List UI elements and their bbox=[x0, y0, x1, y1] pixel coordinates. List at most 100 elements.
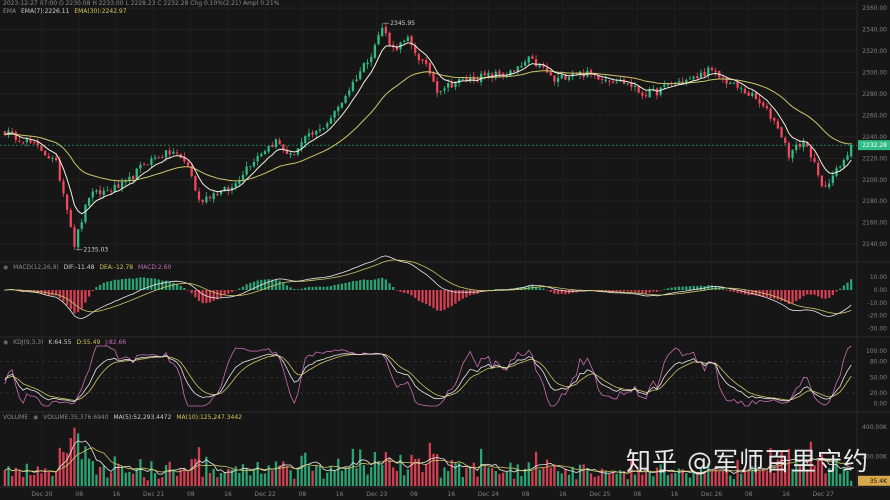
candle-body bbox=[43, 150, 47, 156]
volume-bar bbox=[637, 469, 640, 486]
macd-bar bbox=[692, 285, 695, 290]
macd-bar bbox=[25, 290, 28, 292]
volume-bar bbox=[751, 466, 754, 486]
macd-bar bbox=[388, 283, 391, 290]
kdj-tick-label: 0.00 bbox=[874, 400, 888, 407]
volume-bar bbox=[139, 459, 142, 486]
macd-bar bbox=[252, 281, 256, 290]
macd-bar bbox=[487, 289, 490, 291]
macd-bar bbox=[186, 290, 190, 291]
macd-bar bbox=[307, 286, 311, 290]
volume-bar bbox=[252, 468, 256, 486]
volume-bar bbox=[40, 473, 43, 486]
price-tick-label: 2200.00 bbox=[862, 177, 887, 184]
candle-body bbox=[842, 160, 845, 167]
macd-bar bbox=[498, 288, 501, 290]
volume-bar bbox=[655, 467, 659, 486]
macd-bar bbox=[153, 278, 157, 290]
volume-bar bbox=[674, 473, 677, 486]
candle-body bbox=[567, 76, 571, 80]
macd-bar bbox=[278, 280, 281, 290]
eye-icon[interactable]: ◉ bbox=[33, 414, 39, 421]
macd-bar bbox=[758, 290, 761, 297]
high-annotation: 2345.95 bbox=[390, 20, 415, 27]
candle-body bbox=[556, 77, 560, 83]
candle-body bbox=[850, 145, 853, 157]
volume-bar bbox=[340, 470, 344, 486]
volume-bar bbox=[326, 472, 329, 486]
volume-bar bbox=[410, 454, 413, 486]
volume-bar bbox=[362, 465, 366, 486]
macd-bar bbox=[124, 278, 127, 290]
ema-label: EMA bbox=[3, 8, 17, 15]
volume-bar bbox=[161, 477, 164, 486]
candle-body bbox=[644, 95, 648, 97]
macd-bar bbox=[146, 278, 149, 290]
volume-bar bbox=[183, 467, 186, 486]
volume-bar bbox=[648, 470, 651, 486]
candle-body bbox=[732, 82, 736, 84]
volume-bar bbox=[465, 467, 468, 486]
candle-body bbox=[351, 81, 355, 91]
candle-body bbox=[366, 62, 369, 65]
volume-bar bbox=[498, 474, 501, 486]
macd-bar bbox=[348, 282, 351, 290]
macd-bar bbox=[681, 286, 684, 290]
macd-tick-label: -10.00 bbox=[868, 300, 888, 307]
volume-bar bbox=[392, 467, 395, 486]
kdj-legend: ◉ KDJ(9,3,3) K:64.55 D:55.49 J:82.66 bbox=[3, 339, 129, 347]
volume-bar bbox=[443, 467, 446, 486]
macd-bar bbox=[51, 290, 54, 296]
candle-body bbox=[252, 162, 256, 167]
ema30-line bbox=[4, 70, 852, 182]
candle-body bbox=[355, 79, 358, 82]
volume-bar bbox=[754, 468, 758, 486]
time-tick-label: 16 bbox=[671, 491, 679, 498]
volume-bar bbox=[14, 467, 17, 486]
volume-bar bbox=[3, 470, 6, 486]
kdj-tick-label: 80.00 bbox=[870, 359, 887, 366]
macd-bar bbox=[285, 285, 289, 290]
candle-body bbox=[164, 150, 168, 158]
j-value: J:82.66 bbox=[105, 339, 127, 346]
candle-body bbox=[809, 146, 813, 158]
candle-body bbox=[183, 156, 186, 162]
candle-body bbox=[22, 142, 25, 144]
macd-bar bbox=[674, 287, 677, 290]
volume-bar bbox=[593, 476, 596, 486]
volume-bar bbox=[571, 466, 574, 486]
candle-body bbox=[410, 36, 413, 45]
macd-bar bbox=[351, 281, 355, 290]
candle-body bbox=[806, 141, 809, 147]
volume-bar bbox=[428, 442, 431, 486]
candle-body bbox=[113, 184, 116, 193]
volume-bar bbox=[87, 458, 91, 486]
volume-bar bbox=[600, 468, 604, 486]
volume-bar bbox=[113, 456, 116, 486]
macd-bar bbox=[318, 286, 322, 290]
candle-body bbox=[754, 92, 758, 100]
volume-bar bbox=[307, 465, 311, 486]
volume-bar bbox=[798, 465, 802, 486]
volume-bar bbox=[725, 471, 728, 486]
volume-bar bbox=[483, 466, 486, 486]
macd-tick-label: 0.00 bbox=[874, 287, 888, 294]
macd-bar bbox=[417, 290, 420, 301]
macd-bar bbox=[113, 279, 116, 290]
candle-body bbox=[677, 81, 681, 83]
macd-bar bbox=[362, 279, 366, 290]
macd-bar bbox=[76, 290, 80, 313]
eye-icon[interactable]: ◉ bbox=[3, 339, 9, 346]
candle-body bbox=[348, 90, 351, 96]
volume-tick-label: 400.00K bbox=[862, 424, 888, 431]
time-tick-label: Dec 22 bbox=[255, 491, 276, 498]
volume-bar bbox=[784, 468, 787, 486]
time-tick-label: 16 bbox=[113, 491, 121, 498]
price-tick-label: 2140.00 bbox=[862, 241, 887, 248]
candle-body bbox=[509, 70, 512, 76]
eye-icon[interactable]: ◉ bbox=[3, 264, 9, 271]
macd-bar bbox=[795, 290, 798, 301]
macd-bar bbox=[776, 290, 780, 300]
volume-bar bbox=[230, 469, 234, 486]
